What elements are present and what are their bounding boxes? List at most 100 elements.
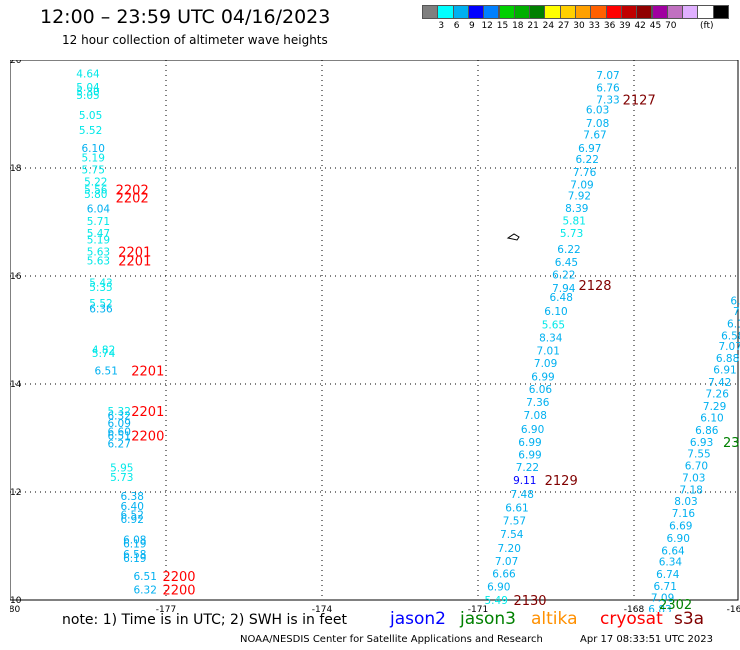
- wave-height-value: 8.03: [674, 496, 697, 508]
- wave-height-value: 6.48: [550, 292, 573, 304]
- wave-height-value: 7.36: [526, 397, 550, 409]
- pass-time-label: 230: [723, 436, 740, 451]
- color-scale-tick: 70: [665, 21, 677, 31]
- wave-height-value: 7.09: [570, 180, 593, 192]
- color-scale-tick: 18: [512, 21, 524, 31]
- wave-height-value: 6.60: [108, 427, 131, 439]
- wave-height-value: 6.19: [123, 538, 146, 550]
- wave-height-value: 6.19: [123, 553, 146, 565]
- wave-height-value: 6.58: [123, 549, 146, 561]
- wave-height-value: 4.64: [76, 69, 100, 81]
- color-scale-tick: 33: [588, 21, 601, 31]
- wave-height-value: 7.57: [503, 516, 526, 528]
- wave-height-value: 5.43: [89, 277, 112, 289]
- wave-height-value: 6.71: [654, 581, 677, 593]
- color-scale-tick: 42: [634, 21, 646, 31]
- y-tick-label: 10: [10, 596, 22, 606]
- color-scale-tick: 12: [481, 21, 493, 31]
- wave-height-value: 6.61: [505, 503, 528, 515]
- wave-height-value: 6.45: [555, 257, 578, 269]
- wave-height-value: 6.69: [669, 520, 692, 532]
- wave-height-value: 6.91: [713, 364, 736, 376]
- color-scale-tick: 15: [496, 21, 509, 31]
- color-scale-tick: 36: [603, 21, 616, 31]
- wave-height-value: 7.94: [552, 283, 576, 295]
- wave-height-value: 6.10: [544, 306, 567, 318]
- wave-height-value: 6.99: [518, 437, 541, 449]
- x-tick-label: -168: [624, 605, 645, 612]
- wave-height-value: 7.07: [596, 70, 619, 82]
- wave-height-value: 5.63: [87, 255, 110, 267]
- wave-height-value: 5.19: [82, 153, 105, 165]
- pass-time-label: 2200: [162, 584, 195, 599]
- map-title: 12:00 – 23:59 UTC 04/16/2023: [40, 6, 331, 28]
- wave-height-value: 6.51: [134, 571, 157, 583]
- wave-height-value: 6.: [730, 295, 740, 307]
- legend-item-altika: altika: [531, 609, 578, 629]
- color-scale-tick: 27: [557, 21, 570, 31]
- color-scale-tick: 24: [542, 21, 555, 31]
- wave-height-value: 5.47: [87, 228, 110, 240]
- wave-height-value: 6.66: [492, 569, 516, 581]
- wave-height-value: 6.10: [700, 412, 723, 424]
- wave-height-value: 5.81: [563, 215, 586, 227]
- color-scale-swatch: [712, 5, 729, 19]
- wave-height-value: 5.95: [110, 463, 133, 475]
- wave-height-value: 6.36: [89, 303, 113, 315]
- wave-height-value: 5.73: [110, 472, 133, 484]
- ship-marker: [506, 233, 520, 241]
- wave-height-value: 6.76: [596, 83, 620, 95]
- pass-time-label: 2201: [131, 405, 164, 420]
- x-tick-label: -180: [10, 605, 20, 612]
- color-scale-swatch: [651, 5, 668, 19]
- wave-height-value: 7.08: [524, 410, 547, 422]
- wave-height-value: 5.05: [79, 110, 102, 122]
- wave-height-value: 6.90: [487, 582, 510, 594]
- color-scale-tick: 45: [649, 21, 662, 31]
- wave-height-value: 6.27: [108, 438, 131, 450]
- wave-height-value: 7.33: [596, 94, 619, 106]
- color-scale-tick: 9: [469, 21, 475, 31]
- wave-height-value: 7.54: [500, 529, 524, 541]
- pass-time-label: 2201: [118, 254, 151, 269]
- color-scale-swatch: [513, 5, 531, 19]
- x-tick-label: -177: [156, 605, 176, 612]
- wave-height-value: 5.32: [108, 406, 131, 418]
- wave-height-value: 6.06: [529, 384, 553, 396]
- y-tick-label: 18: [10, 164, 22, 174]
- legend-item-jason2: jason2: [390, 609, 446, 629]
- color-scale-tick: 3: [438, 21, 445, 31]
- wave-height-value: 7.01: [537, 346, 560, 358]
- wave-height-value: 6.97: [578, 143, 601, 155]
- color-scale-tick: 30: [573, 21, 585, 31]
- color-scale-swatch: [636, 5, 653, 19]
- wave-height-value: 7.48: [511, 489, 534, 501]
- wave-height-value: 8.39: [565, 203, 588, 215]
- wave-height-value: 7.92: [568, 191, 591, 203]
- wave-height-value: 6.22: [552, 269, 575, 281]
- wave-height-value: 6.99: [531, 371, 554, 383]
- wave-height-value: 6.22: [576, 154, 599, 166]
- wave-height-value: 7.07: [495, 556, 518, 568]
- wave-height-value: 5.56: [84, 185, 108, 197]
- wave-height-value: 6.92: [121, 514, 144, 526]
- legend-item-jason3: jason3: [460, 609, 516, 629]
- x-tick-label: -171: [468, 605, 488, 612]
- x-tick-label: -16: [727, 605, 740, 612]
- wave-height-value: 7.08: [586, 118, 609, 130]
- wave-height-value: 5.04: [76, 82, 100, 94]
- wave-height-value: 7.42: [708, 377, 731, 389]
- wave-height-value: 5.63: [87, 247, 110, 259]
- color-scale-swatch: [544, 5, 561, 19]
- wave-height-value: 6.1: [727, 319, 740, 331]
- wave-height-value: 6.09: [108, 418, 131, 430]
- pass-time-label: 2200: [162, 570, 195, 585]
- wave-height-value: 5.65: [542, 320, 565, 332]
- wave-height-value: 6.51: [108, 430, 131, 442]
- pass-time-label: 2201: [118, 246, 151, 261]
- plot-frame: [10, 60, 739, 601]
- wave-height-value: 6.88: [716, 353, 739, 365]
- credit-line: NOAA/NESDIS Center for Satellite Applica…: [240, 634, 543, 645]
- color-scale-tick: 6: [453, 21, 460, 31]
- wave-height-value: 6.90: [521, 424, 544, 436]
